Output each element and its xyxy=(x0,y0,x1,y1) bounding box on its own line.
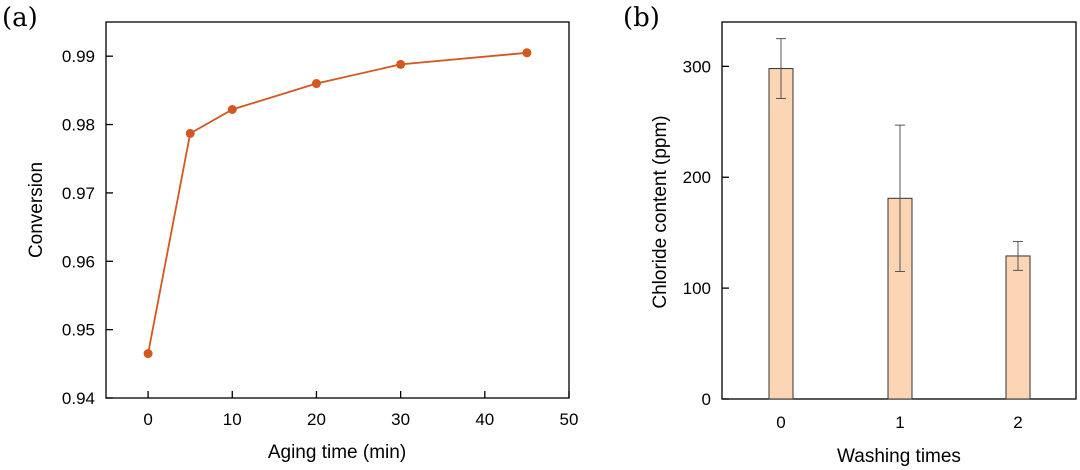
y-tick-label-b: 200 xyxy=(683,168,711,187)
x-tick-label-b: 1 xyxy=(895,413,904,432)
x-tick-label-a: 20 xyxy=(307,410,326,429)
data-point xyxy=(185,128,195,138)
x-tick-label-a: 40 xyxy=(475,410,494,429)
x-tick-label-b: 2 xyxy=(1013,413,1022,432)
bar-chart-panel: (b) 0 1 2 0 100 200 300 Washing times Chlorid… xyxy=(623,3,1077,467)
y-tick-label-a: 0.94 xyxy=(62,389,95,408)
line-chart-panel: (a) 0 10 20 30 40 50 0.94 0.95 0.96 0.97 0.98 0.99… xyxy=(2,3,578,463)
x-tick-label-a: 30 xyxy=(391,410,410,429)
bars-b xyxy=(768,38,1031,400)
plot-frame-a xyxy=(105,21,570,399)
data-point xyxy=(227,105,237,115)
y-tick-label-a: 0.98 xyxy=(62,116,95,135)
bar xyxy=(768,68,794,400)
y-tick-label-a: 0.95 xyxy=(62,321,95,340)
y-axis-b: 0 100 200 300 xyxy=(683,57,729,409)
y-tick-label-a: 0.97 xyxy=(62,184,95,203)
series-a xyxy=(143,48,532,359)
y-tick-label-b: 300 xyxy=(683,57,711,76)
y-axis-title-b: Chloride content (ppm) xyxy=(650,115,671,308)
data-point xyxy=(522,48,532,58)
bar xyxy=(1005,255,1031,400)
data-point xyxy=(396,59,406,69)
y-tick-label-a: 0.96 xyxy=(62,252,95,271)
y-tick-label-a: 0.99 xyxy=(62,47,95,66)
x-axis-a: 0 10 20 30 40 50 xyxy=(143,391,578,429)
y-tick-label-b: 0 xyxy=(702,390,711,409)
panel-label-b: (b) xyxy=(623,3,660,33)
panel-label-a: (a) xyxy=(2,3,38,33)
y-axis-a: 0.94 0.95 0.96 0.97 0.98 0.99 xyxy=(62,47,113,408)
x-tick-label-a: 0 xyxy=(143,410,152,429)
data-point xyxy=(143,349,153,359)
series-line xyxy=(147,51,527,354)
x-axis-title-a: Aging time (min) xyxy=(268,442,406,463)
y-tick-label-b: 100 xyxy=(683,279,711,298)
y-axis-title-a: Conversion xyxy=(26,162,47,258)
data-point xyxy=(311,79,321,89)
x-tick-label-b: 0 xyxy=(776,413,785,432)
x-tick-label-a: 10 xyxy=(223,410,242,429)
x-axis-title-b: Washing times xyxy=(837,446,961,467)
x-tick-label-a: 50 xyxy=(560,410,579,429)
